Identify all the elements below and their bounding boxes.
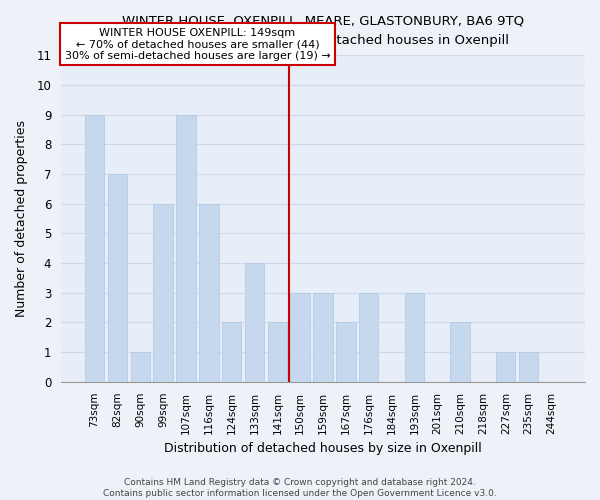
Title: WINTER HOUSE, OXENPILL, MEARE, GLASTONBURY, BA6 9TQ
Size of property relative to: WINTER HOUSE, OXENPILL, MEARE, GLASTONBU…	[122, 15, 524, 47]
Bar	[290, 292, 310, 382]
Bar	[199, 204, 218, 382]
Bar	[336, 322, 356, 382]
Bar	[222, 322, 241, 382]
Bar	[404, 292, 424, 382]
Bar	[268, 322, 287, 382]
Bar	[176, 114, 196, 382]
Bar	[496, 352, 515, 382]
Y-axis label: Number of detached properties: Number of detached properties	[15, 120, 28, 317]
Bar	[245, 263, 264, 382]
Text: Contains HM Land Registry data © Crown copyright and database right 2024.
Contai: Contains HM Land Registry data © Crown c…	[103, 478, 497, 498]
Bar	[313, 292, 333, 382]
Text: WINTER HOUSE OXENPILL: 149sqm
← 70% of detached houses are smaller (44)
30% of s: WINTER HOUSE OXENPILL: 149sqm ← 70% of d…	[65, 28, 330, 61]
Bar	[85, 114, 104, 382]
X-axis label: Distribution of detached houses by size in Oxenpill: Distribution of detached houses by size …	[164, 442, 482, 455]
Bar	[154, 204, 173, 382]
Bar	[519, 352, 538, 382]
Bar	[108, 174, 127, 382]
Bar	[359, 292, 379, 382]
Bar	[131, 352, 150, 382]
Bar	[451, 322, 470, 382]
